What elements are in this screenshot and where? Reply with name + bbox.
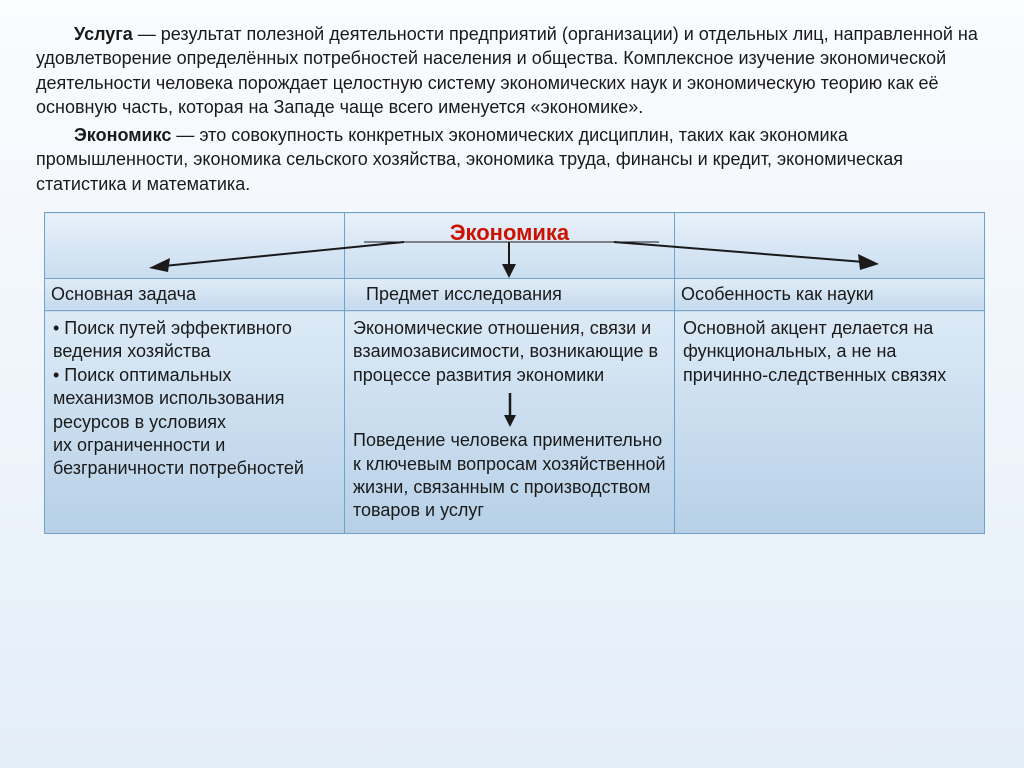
cell-subject: Экономические отношения, связи и взаимоз… [345,311,675,534]
title-cell-left [45,213,345,279]
cell-subject-top: Экономические отношения, связи и взаимоз… [353,318,658,385]
table-title: Экономика [450,220,569,245]
slide-page: Услуга — результат полезной деятельности… [0,0,1024,534]
header-subject: Предмет исследования [345,278,675,310]
term-economics: Экономикс [74,125,171,145]
header-task: Основная задача [45,278,345,310]
arrow-down-icon [501,393,519,427]
paragraph-economics: Экономикс — это совокупность конкретных … [36,123,988,196]
table-title-row: Экономика [45,213,985,279]
economics-table: Экономика Основная задача Предмет исслед… [44,212,985,534]
term-usluga: Услуга [74,24,133,44]
table-header-row: Основная задача Предмет исследования Осо… [45,278,985,310]
title-cell-center: Экономика [345,213,675,279]
title-cell-right [675,213,985,279]
cell-task: • Поиск путей эффективного ведения хозяй… [45,311,345,534]
text-usluga: — результат полезной деятельности предпр… [36,24,978,117]
cell-subject-bottom: Поведение человека применительно к ключе… [353,430,666,520]
cell-feature: Основной акцент делается на функциональн… [675,311,985,534]
header-feature: Особенность как науки [675,278,985,310]
table-body-row: • Поиск путей эффективного ведения хозяй… [45,311,985,534]
paragraph-usluga: Услуга — результат полезной деятельности… [36,22,988,119]
economics-table-wrap: Экономика Основная задача Предмет исслед… [44,212,980,534]
